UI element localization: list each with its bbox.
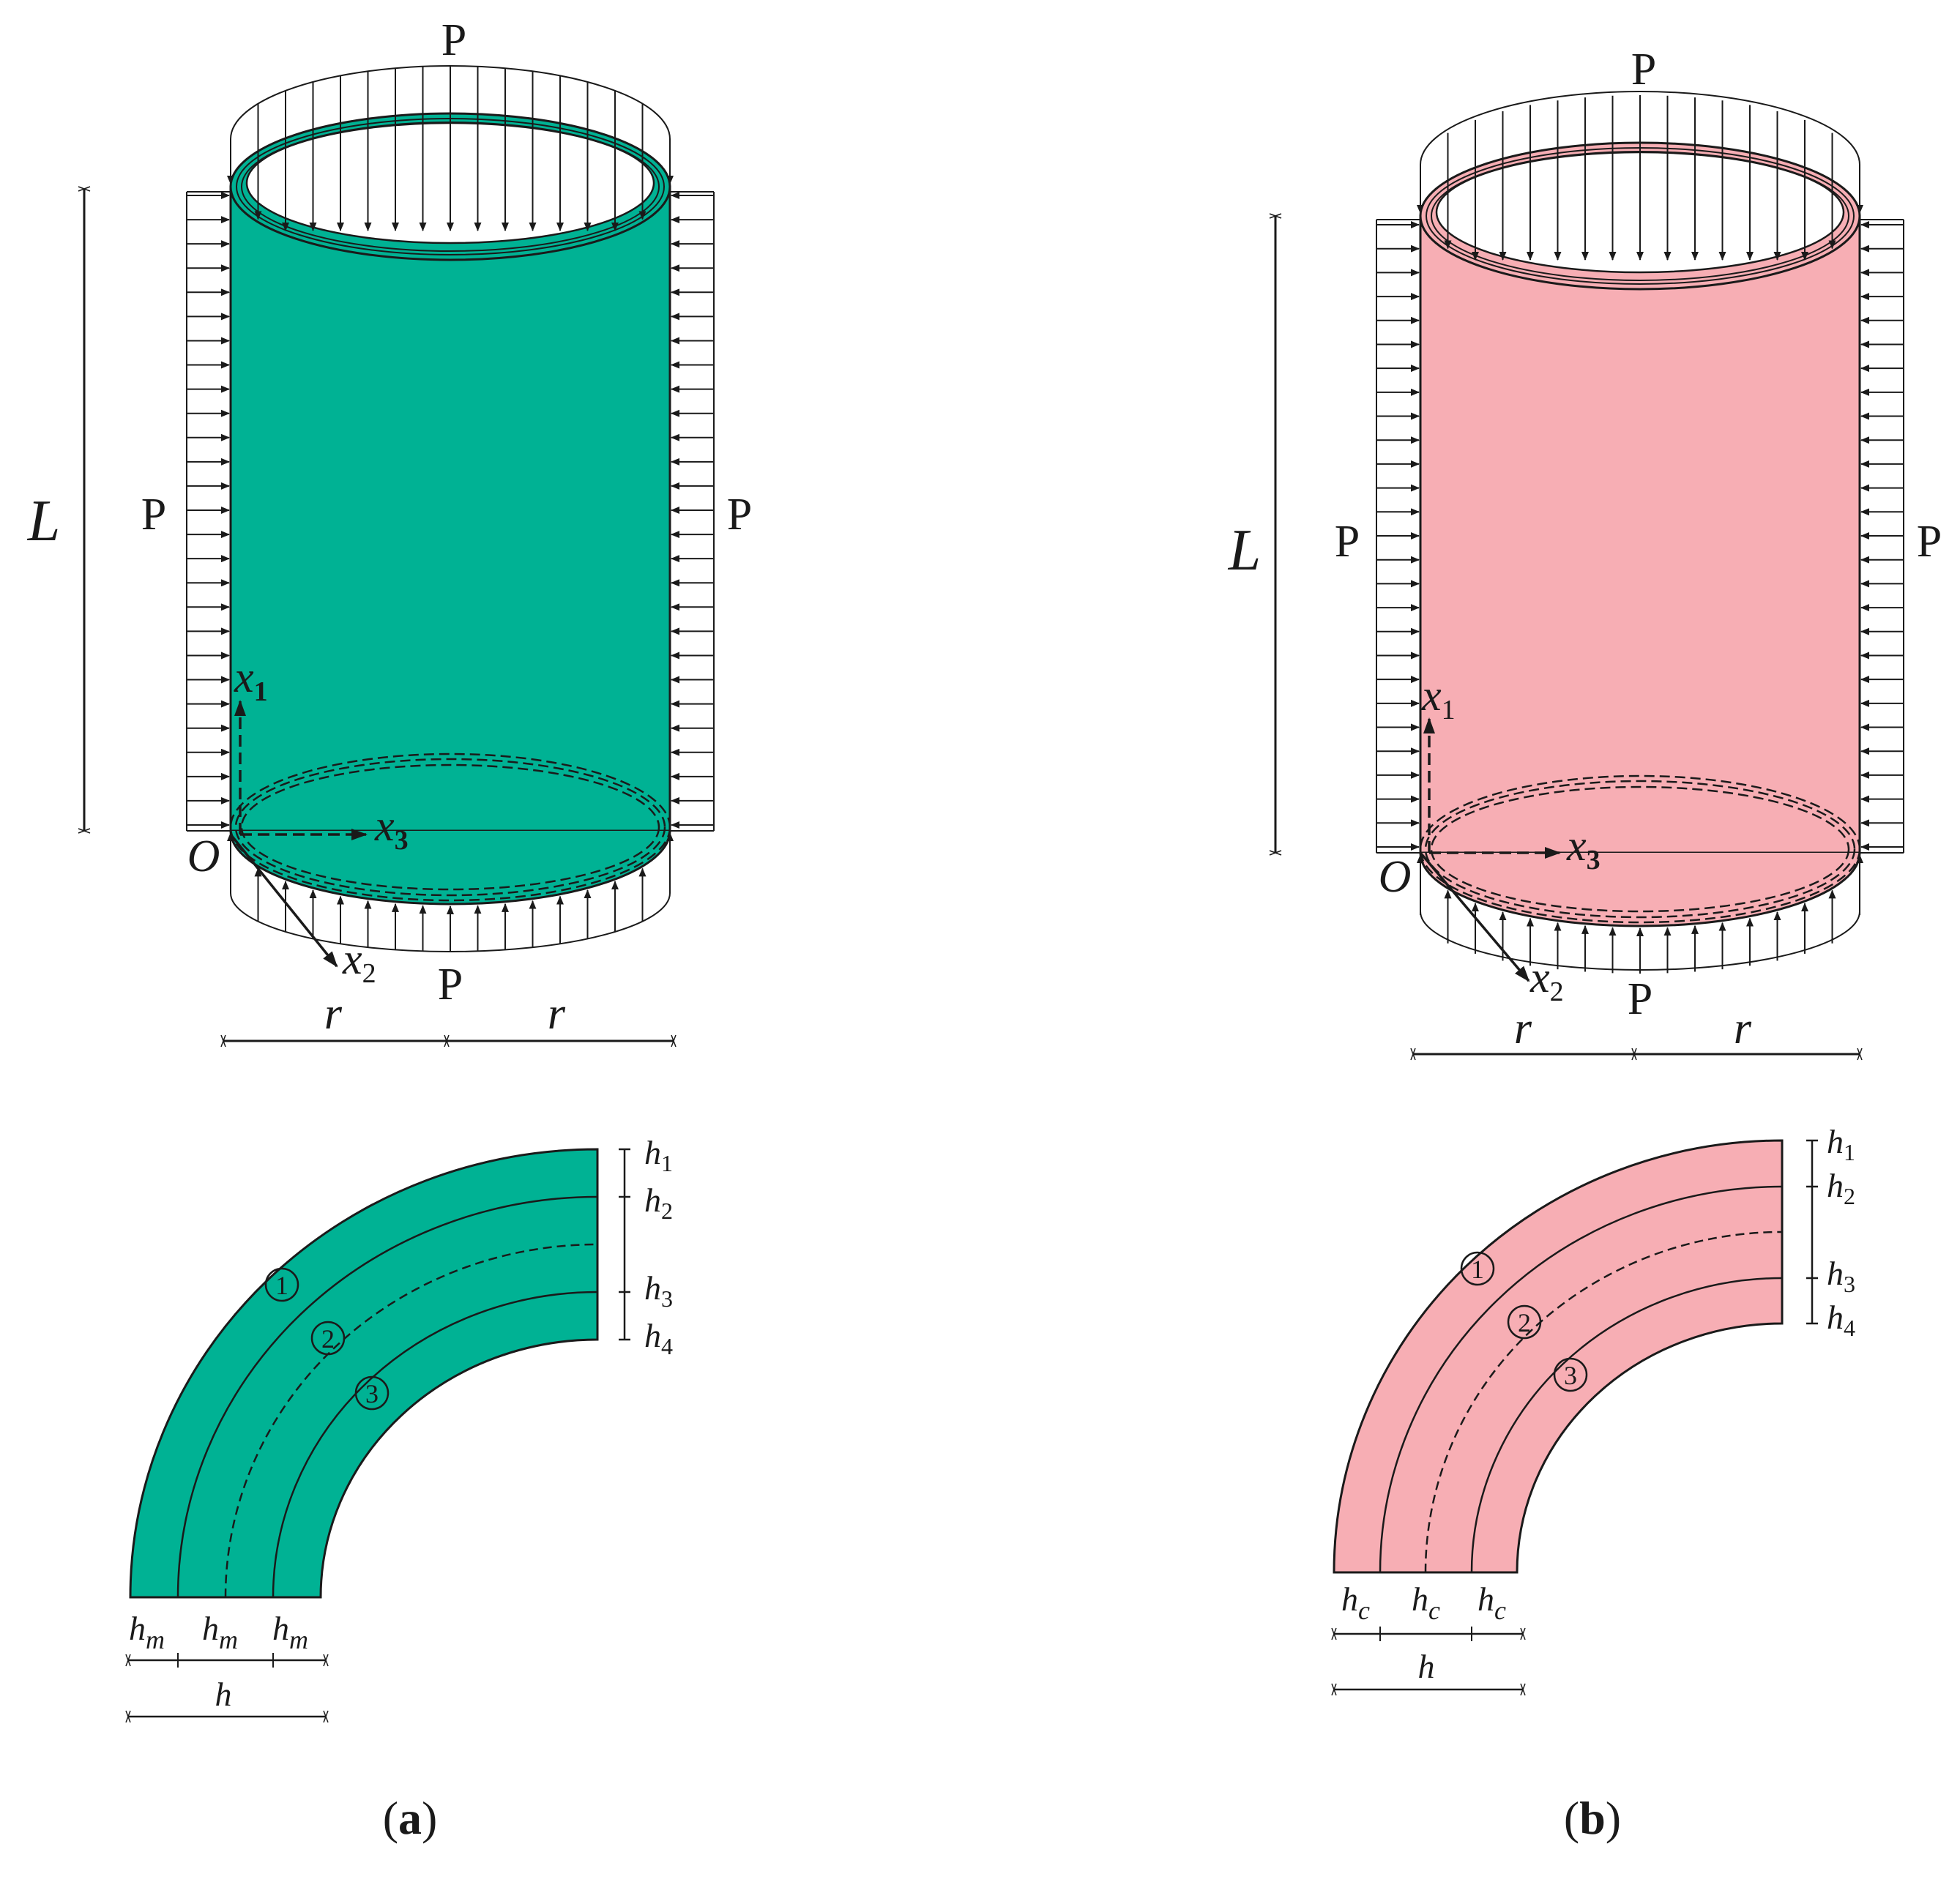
panel-b-radius-label-left: r [1514, 1004, 1532, 1053]
panel-b-layer-boundary [1470, 1277, 1783, 1573]
panel-a-radius-label-left: r [324, 989, 343, 1039]
panel-b-thickness-dimension [1806, 1139, 1818, 1325]
panel-a: P P P P L r r O x1 x3 x2 [27, 15, 752, 1844]
panel-a-axes [234, 700, 368, 840]
panel-b-bottom-dashed-layers [1419, 774, 1861, 924]
panel-b-layer-width-dimension [1331, 1627, 1526, 1641]
panel-a-layer-boundary [272, 1291, 598, 1598]
panel-b-length-label: L [1228, 518, 1262, 583]
panel-b-cylinder-body [1419, 214, 1861, 854]
panel-b-axis-x3-label: x3 [1566, 821, 1601, 875]
svg-text:1: 1 [1471, 1255, 1484, 1284]
panel-a-bottom-rim [229, 830, 671, 906]
panel-a-h1-label: h1 [644, 1134, 673, 1176]
panel-b-origin-label: O [1379, 852, 1412, 902]
panel-b-load-label-bottom: P [1628, 974, 1652, 1024]
panel-b-caption: (b) [1564, 1792, 1621, 1844]
panel-a-h4-label: h4 [644, 1317, 673, 1359]
panel-b-section-shape [1333, 1139, 1784, 1574]
panel-a-radius-label-right: r [548, 989, 566, 1039]
panel-a-cylinder-body [229, 185, 671, 832]
panel-b-hc-label-1: hc [1341, 1580, 1370, 1625]
panel-a-axis-x2 [229, 833, 338, 968]
panel-b-mid-surface [1424, 1231, 1783, 1573]
panel-a-hm-label-2: hm [202, 1610, 238, 1654]
panel-b: P P P P L r r O x1 x3 x2 1 [1228, 45, 1942, 1844]
panel-a-load-label-top: P [441, 15, 466, 65]
panel-b-layer-markers: 1 2 3 [1460, 1251, 1588, 1392]
panel-b-radius-label-right: r [1734, 1004, 1752, 1053]
panel-a-load-label-left: P [141, 490, 166, 539]
panel-b-h4-label: h4 [1827, 1299, 1855, 1341]
panel-b-load-label-top: P [1631, 45, 1656, 94]
svg-text:3: 3 [1564, 1361, 1577, 1390]
panel-a-left-load [186, 191, 231, 832]
panel-a-h2-label: h2 [644, 1181, 673, 1224]
panel-a-thickness-dimension [619, 1148, 630, 1341]
panel-a-hm-label-1: hm [129, 1610, 165, 1654]
panel-b-cross-section: 1 2 3 h1 h2 h3 h4 hc hc [1331, 1123, 1855, 1696]
svg-text:3: 3 [365, 1379, 379, 1408]
panel-a-cylinder [229, 112, 671, 906]
load-arrows [187, 66, 1904, 974]
panel-a-axis-x2-label: x2 [342, 935, 376, 989]
panel-a-caption: (a) [383, 1792, 438, 1844]
panel-a-bottom-dashed-layers [229, 753, 671, 902]
panel-a-load-label-right: P [727, 490, 752, 539]
panel-b-h-label: h [1418, 1648, 1435, 1685]
panel-a-axis-x1-label: x1 [234, 653, 268, 707]
panel-b-hc-label-3: hc [1478, 1580, 1506, 1625]
panel-a-origin-label: O [187, 832, 220, 881]
svg-text:2: 2 [1518, 1308, 1531, 1337]
panel-a-section-shape [129, 1148, 599, 1599]
panel-b-load-label-left: P [1335, 517, 1360, 567]
panel-b-h1-label: h1 [1827, 1123, 1855, 1165]
panel-b-load-label-right: P [1917, 517, 1942, 567]
panel-b-axis-x2-label: x2 [1529, 953, 1564, 1007]
panel-a-layer-boundary [176, 1195, 598, 1598]
panel-b-layer-boundary [1379, 1185, 1783, 1573]
panel-a-h3-label: h3 [644, 1269, 673, 1312]
panel-b-bottom-rim [1419, 852, 1861, 927]
panel-b-hc-label-2: hc [1412, 1580, 1440, 1625]
panel-a-right-load [670, 191, 715, 832]
panel-a-h-label: h [215, 1676, 232, 1713]
svg-text:1: 1 [275, 1271, 288, 1300]
panel-b-axis-x1-label: x1 [1421, 671, 1456, 725]
panel-a-cross-section: 1 2 3 h1 h2 h3 h4 [125, 1134, 673, 1723]
panel-a-hm-label-3: hm [272, 1610, 308, 1654]
panel-a-load-label-bottom: P [438, 960, 463, 1009]
panel-b-axes [1423, 717, 1561, 859]
panel-a-layer-width-dimension [125, 1653, 329, 1668]
panel-b-cylinder [1419, 141, 1861, 927]
panel-a-mid-surface [224, 1243, 598, 1598]
panel-a-axis-x3-label: x3 [374, 802, 409, 856]
panel-b-h3-label: h3 [1827, 1255, 1855, 1297]
panel-a-length-label: L [27, 489, 61, 553]
svg-text:2: 2 [321, 1324, 335, 1354]
panel-a-layer-markers: 1 2 3 [264, 1267, 390, 1411]
panel-b-h2-label: h2 [1827, 1167, 1855, 1209]
